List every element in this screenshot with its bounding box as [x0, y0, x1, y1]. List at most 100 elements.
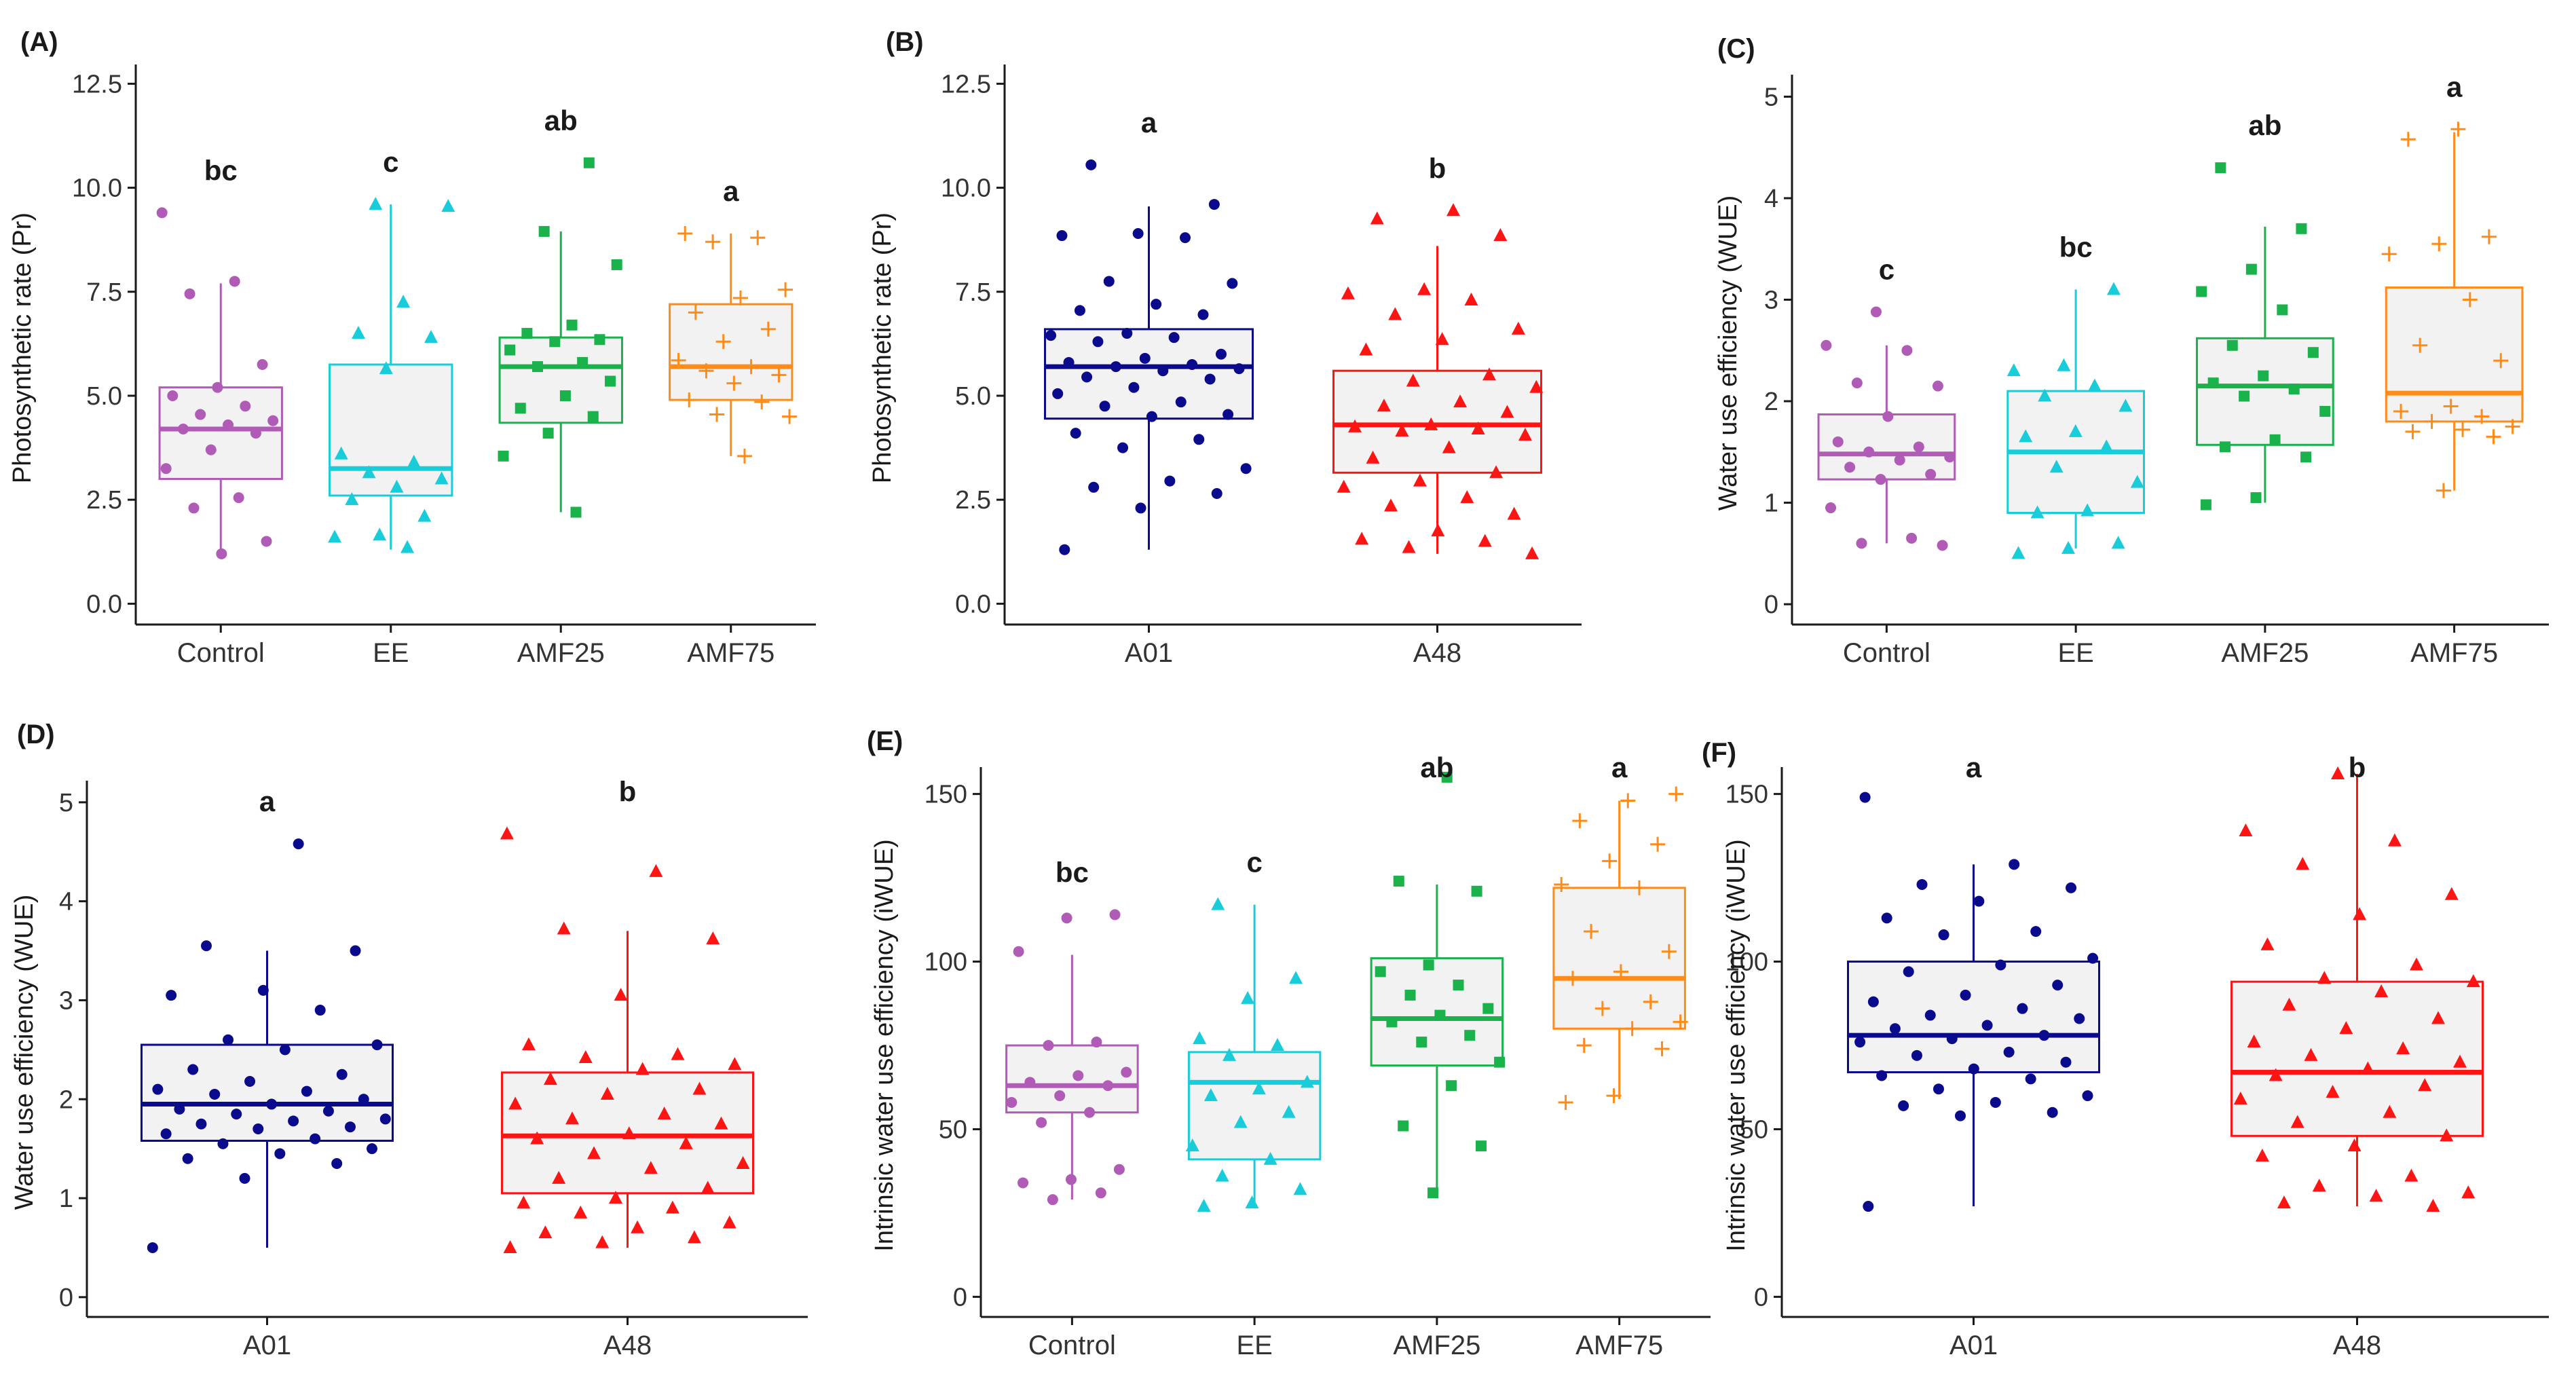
data-point — [2196, 286, 2207, 297]
data-point — [665, 1200, 679, 1214]
x-tick-label: A01 — [243, 1331, 291, 1360]
data-point — [2331, 766, 2345, 779]
data-point — [2239, 390, 2250, 402]
data-point — [1377, 398, 1391, 412]
data-point — [2374, 984, 2389, 997]
data-point — [1995, 959, 2006, 971]
group-control: Control c — [1817, 253, 1956, 668]
data-point — [2393, 403, 2409, 419]
data-point — [736, 448, 752, 464]
panel-label: (E) — [867, 726, 903, 756]
data-point — [1423, 959, 1434, 971]
data-point — [1913, 441, 1924, 453]
data-point — [147, 1242, 158, 1253]
data-point — [1193, 1031, 1207, 1045]
significance-letter: a — [1966, 751, 1982, 783]
data-point — [1215, 1168, 1229, 1182]
data-point — [344, 1121, 356, 1133]
data-point — [2038, 1030, 2050, 1041]
data-point — [1088, 481, 1100, 493]
significance-letter: bc — [1056, 856, 1089, 888]
data-point — [2006, 363, 2021, 377]
data-point — [2017, 1003, 2028, 1014]
data-point — [1944, 451, 1956, 463]
data-point — [1613, 964, 1628, 980]
data-point — [2009, 859, 2020, 870]
box — [1817, 413, 1956, 481]
data-point — [583, 157, 595, 168]
panel-label: (F) — [1702, 738, 1736, 768]
data-point — [517, 1195, 531, 1209]
group-a48: A48 b — [500, 776, 754, 1360]
data-point — [1464, 293, 1478, 306]
data-point — [1924, 1009, 1936, 1021]
y-axis-title: Intrinsic water use efficiency (iWUE) — [1722, 839, 1751, 1251]
data-point — [2107, 282, 2121, 295]
data-point — [1554, 876, 1569, 892]
data-point — [600, 1086, 614, 1100]
data-point — [726, 375, 742, 391]
data-point — [1594, 1001, 1610, 1016]
data-point — [594, 334, 605, 346]
data-point — [587, 1146, 601, 1159]
data-point — [1151, 299, 1162, 310]
significance-letter: c — [383, 146, 398, 178]
x-tick-label: AMF25 — [517, 638, 605, 668]
data-point — [549, 336, 561, 348]
data-point — [521, 328, 533, 339]
data-point — [1668, 786, 1684, 802]
data-point — [2226, 339, 2238, 351]
data-point — [1366, 450, 1380, 464]
significance-letter: a — [259, 785, 276, 817]
data-point — [1013, 946, 1024, 957]
y-tick-label: 3 — [59, 986, 73, 1015]
data-point — [1359, 342, 1373, 356]
y-tick-label: 2 — [1764, 388, 1778, 416]
data-point — [1435, 332, 1449, 346]
data-point — [1146, 411, 1157, 422]
data-point — [2118, 398, 2133, 412]
data-point — [1518, 428, 1532, 441]
data-point — [2431, 236, 2447, 252]
data-point — [288, 1115, 299, 1127]
data-point — [2215, 162, 2226, 174]
data-point — [2245, 263, 2257, 275]
data-point — [2049, 460, 2064, 473]
data-point — [1863, 1201, 1874, 1212]
data-point — [2288, 384, 2300, 395]
y-tick-label: 10.0 — [72, 174, 122, 203]
y-tick-label: 0.0 — [86, 590, 122, 618]
data-point — [1132, 227, 1144, 239]
data-point — [515, 403, 526, 414]
data-point — [692, 1081, 707, 1095]
data-point — [1208, 199, 1220, 210]
data-point — [1898, 1100, 1909, 1111]
data-point — [706, 931, 720, 945]
data-point — [1211, 487, 1222, 499]
data-point — [587, 411, 599, 422]
data-point — [1047, 1194, 1058, 1206]
data-point — [1063, 356, 1075, 368]
data-point — [2461, 1185, 2476, 1199]
data-point — [1300, 1075, 1314, 1088]
data-point — [736, 1156, 750, 1170]
data-point — [1348, 419, 1362, 432]
data-point — [679, 1136, 693, 1149]
data-point — [1946, 1033, 1958, 1045]
data-point — [310, 1133, 321, 1145]
data-point — [722, 1215, 736, 1229]
data-point — [2505, 419, 2520, 434]
data-point — [417, 508, 432, 522]
data-point — [2052, 980, 2064, 991]
data-point — [2130, 475, 2144, 488]
data-point — [2074, 1013, 2085, 1024]
y-tick-label: 5.0 — [955, 382, 991, 411]
data-point — [1482, 367, 1496, 381]
y-tick-label: 50 — [1740, 1115, 1768, 1144]
data-point — [570, 506, 582, 518]
data-point — [1937, 540, 1948, 551]
data-point — [1973, 895, 1985, 907]
significance-letter: bc — [2059, 231, 2093, 263]
data-point — [2296, 223, 2307, 234]
data-point — [2277, 1195, 2291, 1209]
